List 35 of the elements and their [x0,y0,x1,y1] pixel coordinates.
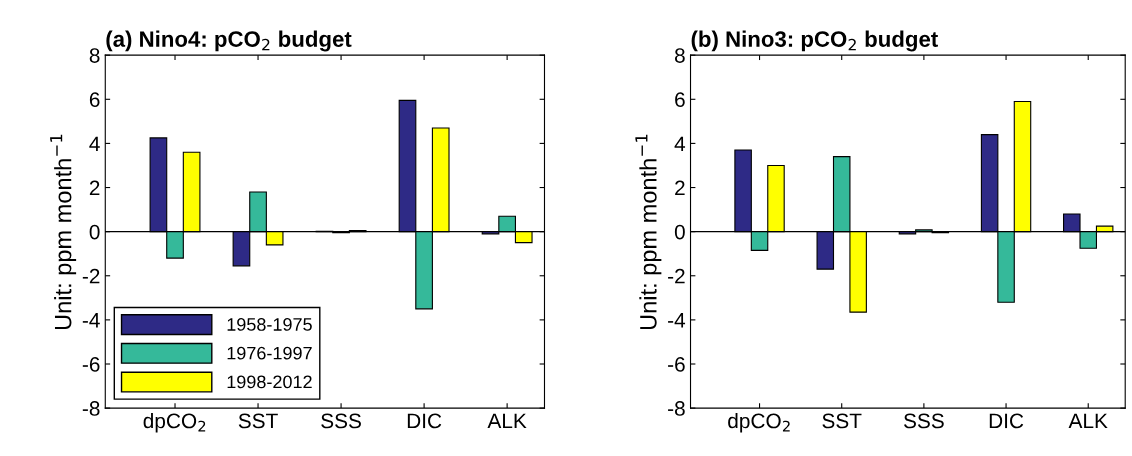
x-tick-label: dpCO$_{2}$ [143,412,206,433]
x-tick-label: DIC [407,413,442,429]
y-tick-label: 8 [674,48,685,63]
y-tick-label: -2 [82,268,100,284]
chart-title: (b) Nino3: pCO$_{2}$ budget [691,30,938,52]
y-tick-label: 0 [674,224,685,240]
y-tick-label: -6 [668,357,685,372]
x-tick-label: DIC [989,413,1024,429]
y-tick-label: -6 [82,357,100,372]
y-tick-label: 2 [675,180,685,196]
y-tick-label: -4 [82,313,100,328]
x-tick-label: SST [822,413,862,429]
y-axis-title: Unit: ppm month$^{−1}$ [635,134,662,330]
y-tick-label: 2 [89,180,100,196]
x-tick-label: SSS [903,413,944,429]
y-tick-label: 6 [89,92,100,108]
y-tick-label: -2 [668,268,685,284]
y-tick-label: -8 [82,401,100,416]
x-tick-label: ALK [487,413,527,429]
y-tick-label: -4 [668,313,686,328]
legend-label: 1958-1975 [227,318,312,331]
y-tick-label: 4 [89,136,100,151]
x-tick-label: dpCO$_{2}$ [728,412,790,433]
y-tick-label: 6 [675,92,685,108]
legend-label: 1976-1997 [227,346,312,360]
y-tick-label: 8 [89,48,100,63]
y-tick-label: 0 [89,224,100,240]
chart-title: (a) Nino4: pCO$_{2}$ budget [106,30,352,52]
y-tick-label: 4 [674,136,686,151]
y-tick-label: -8 [668,401,685,416]
x-tick-label: SSS [321,413,361,429]
x-tick-label: SST [238,413,278,429]
y-axis-title: Unit: ppm month$^{−1}$ [50,134,77,330]
x-tick-label: ALK [1068,413,1108,429]
legend-label: 1998-2012 [227,375,312,389]
